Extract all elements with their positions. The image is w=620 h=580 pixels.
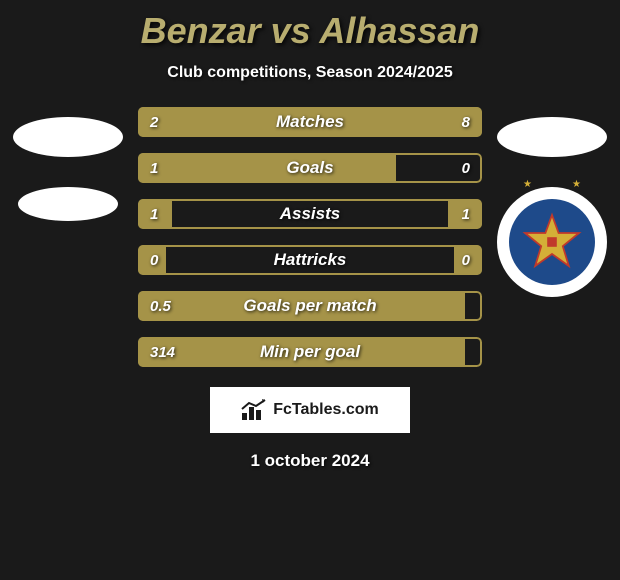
footer-attribution-box: FcTables.com (210, 387, 410, 433)
content-row: 28Matches 10Goals 11Assists 00Hattricks 0.5G… (0, 107, 620, 367)
stat-bar-row: 11Assists (138, 199, 482, 229)
bar-label: Goals (138, 158, 482, 178)
stat-bar-row: 10Goals (138, 153, 482, 183)
footer-date: 1 october 2024 (0, 451, 620, 471)
stats-bars-column: 28Matches 10Goals 11Assists 00Hattricks 0.5G… (138, 107, 482, 367)
bar-label: Matches (138, 112, 482, 132)
player1-club-logo (13, 117, 123, 157)
star-icon (522, 212, 582, 272)
page-subtitle: Club competitions, Season 2024/2025 (0, 64, 620, 82)
stat-bar-row: 28Matches (138, 107, 482, 137)
stat-bar-row: 0.5Goals per match (138, 291, 482, 321)
comparison-infographic: Benzar vs Alhassan Club competitions, Se… (0, 0, 620, 580)
bar-label: Goals per match (138, 296, 482, 316)
bar-label: Hattricks (138, 250, 482, 270)
bar-chart-icon (241, 399, 267, 421)
player2-club-logo (497, 117, 607, 157)
right-logo-column: ★★ (492, 107, 612, 297)
bar-label: Assists (138, 204, 482, 224)
stat-bar-row: 314Min per goal (138, 337, 482, 367)
footer-label: FcTables.com (273, 401, 379, 419)
badge-mini-stars: ★★ (497, 179, 607, 190)
stat-bar-row: 00Hattricks (138, 245, 482, 275)
page-title: Benzar vs Alhassan (0, 10, 620, 52)
player1-national-logo (18, 187, 118, 221)
left-logo-column (8, 107, 128, 221)
player2-national-badge: ★★ (497, 187, 607, 297)
badge-inner-circle (509, 199, 595, 285)
bar-label: Min per goal (138, 342, 482, 362)
